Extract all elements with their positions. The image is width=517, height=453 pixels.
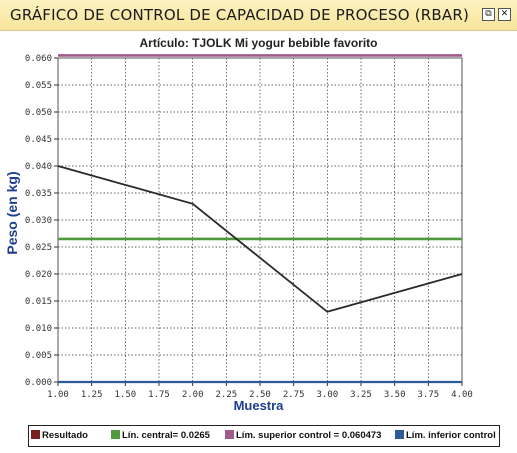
x-tick-label: 2.50 [249,390,271,400]
x-tick-label: 3.75 [417,390,439,400]
legend-item-resultado: Resultado [31,430,88,441]
x-tick-label: 3.00 [316,390,338,400]
y-tick-label: 0.035 [25,189,52,199]
legend-swatch-resultado [31,430,40,439]
series-line-resultado [57,165,463,313]
legend-label-resultado: Resultado [42,430,88,441]
y-tick-label: 0.040 [25,162,52,172]
legend-item-upper: Lím. superior control = 0.060473 [225,430,381,441]
y-tick-label: 0.005 [25,351,52,361]
window-title: GRÁFICO DE CONTROL DE CAPACIDAD DE PROCE… [10,6,470,24]
chart-legend: Resultado Lín. central= 0.0265 Lím. supe… [28,425,500,447]
window-titlebar: GRÁFICO DE CONTROL DE CAPACIDAD DE PROCE… [0,0,517,31]
y-tick-label: 0.055 [25,81,52,91]
legend-swatch-central [111,430,120,439]
y-tick-label: 0.000 [25,378,52,388]
x-tick-label: 3.50 [384,390,406,400]
y-tick-label: 0.020 [25,270,52,280]
y-tick-label: 0.025 [25,243,52,253]
y-tick-label: 0.015 [25,297,52,307]
chart-title: Artículo: TJOLK Mi yogur bebible favorit… [139,36,378,50]
legend-item-central: Lín. central= 0.0265 [111,430,210,441]
close-icon[interactable]: ✕ [498,8,511,21]
x-axis-label: Muestra [233,398,284,413]
y-tick-label: 0.050 [25,108,52,118]
y-tick-label: 0.030 [25,216,52,226]
x-tick-label: 2.75 [283,390,305,400]
y-tick-label: 0.010 [25,324,52,334]
x-tick-label: 2.25 [215,390,237,400]
legend-label-upper: Lím. superior control = 0.060473 [236,430,382,441]
legend-label-central: Lín. central= 0.0265 [122,430,210,441]
legend-item-lower: Lím. inferior control = 0 [395,430,499,441]
x-tick-label: 1.00 [47,390,69,400]
x-tick-label: 2.00 [182,390,204,400]
legend-label-lower: Lím. inferior control = 0 [406,430,499,441]
restore-icon[interactable]: ⧉ [482,8,495,21]
x-tick-label: 1.25 [81,390,103,400]
y-tick-label: 0.060 [25,54,52,64]
x-tick-label: 1.75 [148,390,170,400]
x-tick-label: 3.25 [350,390,372,400]
x-tick-label: 1.50 [114,390,136,400]
x-tick-label: 4.00 [451,390,473,400]
legend-swatch-lower [395,430,404,439]
y-tick-label: 0.045 [25,135,52,145]
legend-swatch-upper [225,430,234,439]
